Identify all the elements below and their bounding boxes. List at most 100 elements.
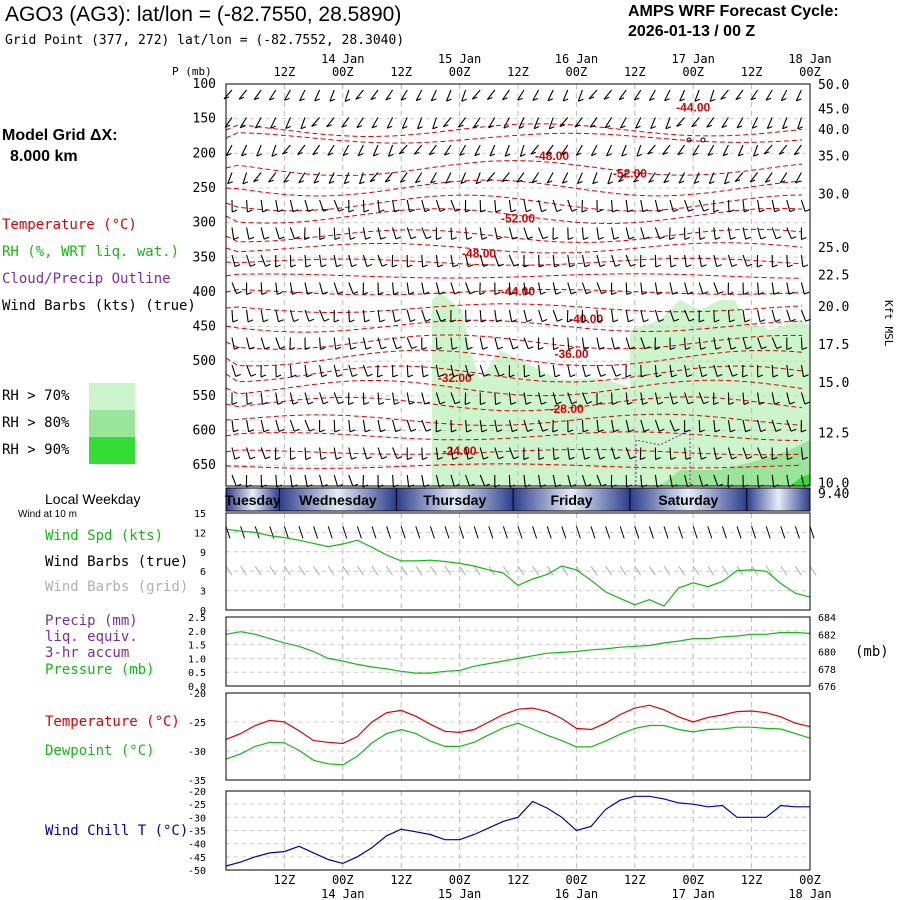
- temperature-contour: [225, 207, 803, 225]
- wind-barb-feather: [415, 180, 421, 184]
- wind-barb-feather: [774, 401, 780, 405]
- surface-wind-barb: [400, 526, 406, 539]
- wind-barb-feather: [467, 456, 474, 460]
- wind-barb: [442, 117, 452, 128]
- wind-barb-feather: [395, 236, 402, 240]
- wind-barb-feather: [714, 429, 721, 433]
- wind-barb: [465, 337, 469, 350]
- wind-barb-feather: [308, 318, 315, 322]
- wind-barb-feather: [452, 264, 459, 268]
- wind-barb: [242, 172, 248, 185]
- wind-barb-feather: [292, 291, 298, 295]
- wind-barb-feather: [640, 456, 646, 461]
- wind-barb-feather: [396, 346, 402, 350]
- wind-barb: [800, 364, 805, 377]
- wind-barb: [415, 89, 423, 101]
- wind-barb-feather: [542, 236, 549, 240]
- wind-barb-feather: [523, 456, 530, 461]
- surface-grid-barb: [634, 565, 642, 576]
- wind-barb-feather: [528, 346, 534, 350]
- pressure-tick-label: 550: [193, 389, 216, 404]
- wind-barb: [691, 117, 700, 128]
- surface-wind-barb: [780, 526, 786, 539]
- wind-barb-feather: [756, 264, 763, 268]
- wind-barb: [771, 282, 775, 295]
- wind-barb: [800, 474, 805, 487]
- wind-barb: [333, 392, 340, 404]
- wind-barb-feather: [236, 291, 242, 295]
- station-latlon: lat/lon = (-82.7550, 28.5890): [136, 3, 402, 26]
- surface-wind-barb: [765, 526, 771, 539]
- wind-barb: [479, 364, 485, 377]
- wind-barb: [421, 309, 427, 322]
- wind-barb: [567, 392, 573, 404]
- wind-barb: [742, 447, 748, 459]
- wind-barb-feather: [640, 374, 647, 378]
- wind-barb: [231, 254, 236, 267]
- surface-wind-barb: [532, 526, 538, 539]
- wind-barb-feather: [371, 125, 378, 129]
- wind-barb-feather: [630, 456, 636, 460]
- wind-barb-feather: [749, 179, 756, 183]
- wind-barb: [392, 309, 396, 322]
- surface-grid-barb: [269, 565, 277, 576]
- contour-label: -24.00: [443, 444, 477, 458]
- wind-barb-feather: [510, 401, 517, 405]
- wind-barb-feather: [409, 209, 415, 213]
- wind-barb: [435, 309, 442, 322]
- wind-barb-feather: [455, 208, 461, 212]
- contour-label: -52.00: [501, 212, 535, 226]
- wind-barb-feather: [480, 401, 486, 406]
- wind-barb: [386, 117, 394, 129]
- contour-label: -52.00: [613, 167, 647, 181]
- wind-barb-feather: [560, 152, 567, 156]
- wind-barb: [530, 144, 540, 155]
- wind-barb: [713, 227, 716, 240]
- wind-barb-feather: [607, 181, 614, 185]
- wind-barb: [225, 144, 233, 156]
- wind-barb-feather: [656, 374, 662, 378]
- wind-barb: [709, 89, 715, 102]
- wind-barb: [348, 227, 351, 240]
- weekday-frame: [225, 487, 811, 512]
- wind-barb: [538, 392, 542, 405]
- wind-barb: [636, 144, 642, 157]
- surface-wind-barb: [488, 526, 494, 539]
- wind-barb: [435, 199, 441, 212]
- wind-barb: [611, 364, 617, 377]
- surface-wind-barb: [283, 526, 289, 539]
- wind-barb: [246, 447, 251, 460]
- wind-barb-feather: [409, 401, 415, 405]
- legend-precip: Precip (mm): [45, 613, 138, 629]
- wind-barb-feather: [499, 373, 505, 377]
- wind-barb: [231, 227, 235, 240]
- wind-barb-feather: [327, 152, 334, 156]
- wind-barb: [304, 474, 308, 487]
- top-hour-label: 00Z: [799, 65, 821, 79]
- wind-barb-feather: [349, 319, 355, 323]
- wind-barb: [416, 117, 423, 129]
- wind-barb: [531, 172, 540, 183]
- wind-barb-feather: [452, 346, 458, 350]
- surface-wind-barb: [327, 526, 333, 539]
- wind-barb-feather: [440, 318, 446, 322]
- wind-barb: [800, 337, 803, 350]
- wind-barb: [720, 89, 729, 100]
- wind-barb: [289, 199, 294, 212]
- wind-barb-feather: [670, 456, 677, 461]
- wind-barb: [435, 474, 440, 487]
- wind-barb-feather: [649, 97, 655, 101]
- wind-barb-feather: [336, 456, 342, 460]
- contour-label: -44.00: [501, 284, 535, 298]
- wind-barb: [757, 419, 762, 432]
- wind-barb-feather: [381, 263, 388, 267]
- wind-barb: [494, 419, 498, 432]
- wind-barb-feather: [684, 236, 691, 241]
- wind-barb: [343, 172, 350, 184]
- wind-barb: [662, 144, 671, 155]
- wind-barb-feather: [601, 291, 607, 295]
- wind-barb-feather: [298, 180, 305, 184]
- wind-barb-feather: [677, 152, 683, 156]
- bottom-date-label: 18 Jan: [788, 887, 831, 900]
- wind-barb-feather: [684, 429, 690, 433]
